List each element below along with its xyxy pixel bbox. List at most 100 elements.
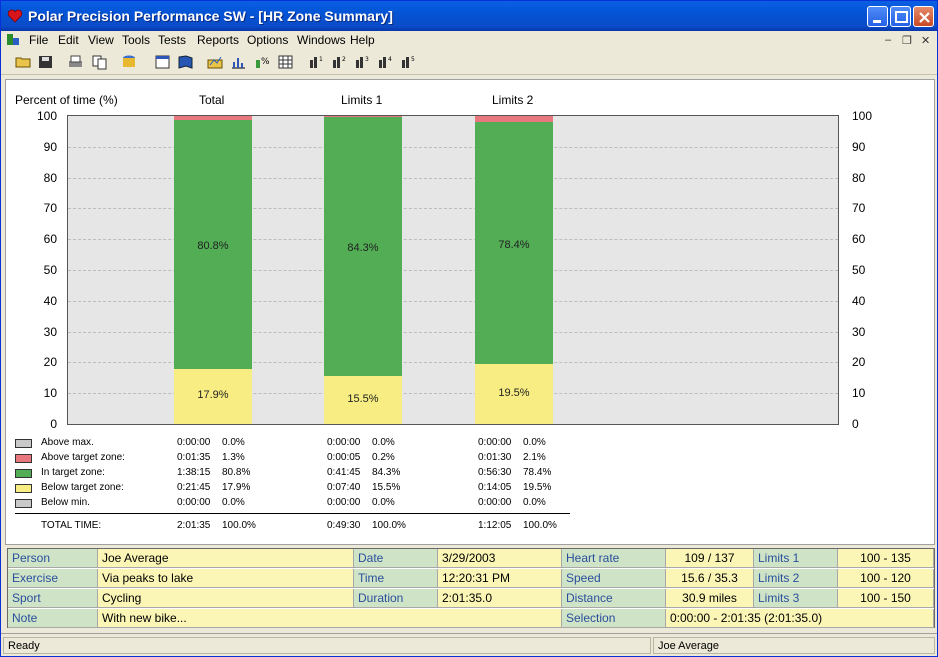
zone-time: 0:00:00 xyxy=(327,497,361,508)
note-label: Note xyxy=(8,609,98,628)
heart-rate-label: Heart rate xyxy=(562,549,666,568)
time-label: Time xyxy=(354,569,438,588)
column-header-total: Total xyxy=(199,93,225,107)
zone-percent: 0.2% xyxy=(372,452,395,463)
minimize-icon xyxy=(873,20,881,23)
gridline xyxy=(68,331,838,333)
exercise-label: Exercise xyxy=(8,569,98,588)
y-tick-label-right: 90 xyxy=(852,139,866,154)
y-tick-label-right: 0 xyxy=(852,417,859,431)
bar-value-label: 17.9% xyxy=(197,389,229,402)
legend-swatch xyxy=(15,484,32,493)
y-tick-label-left: 70 xyxy=(43,201,57,216)
zone-time: 0:01:30 xyxy=(478,452,512,463)
total-time-label: TOTAL TIME: xyxy=(41,520,102,531)
limits2-label: Limits 2 xyxy=(754,569,838,588)
y-tick-label-right: 40 xyxy=(852,293,866,308)
chart-2-icon[interactable]: 2 xyxy=(331,54,348,70)
selection-label: Selection xyxy=(562,609,666,628)
mdi-restore-icon[interactable]: ❐ xyxy=(902,35,912,47)
y-tick-label-left: 50 xyxy=(43,263,57,277)
legend-swatch xyxy=(15,469,32,478)
svg-text:1: 1 xyxy=(319,56,323,63)
y-tick-label-left: 80 xyxy=(43,170,57,185)
distance-value: 30.9 miles xyxy=(666,589,754,608)
zone-percent: 0.0% xyxy=(523,437,546,448)
zone-percent: 0.0% xyxy=(372,497,395,508)
legend-swatch xyxy=(15,439,32,448)
duration-label: Duration xyxy=(354,589,438,608)
zone-percent: 80.8% xyxy=(222,467,251,478)
limits3-label: Limits 3 xyxy=(754,589,838,608)
gridline xyxy=(68,177,838,179)
chart-4-icon[interactable]: 4 xyxy=(377,54,394,70)
y-tick-label-right: 30 xyxy=(852,324,866,339)
svg-text:4: 4 xyxy=(388,56,392,63)
legend-swatch xyxy=(15,499,32,508)
mdi-close-icon[interactable]: ✕ xyxy=(921,35,931,47)
svg-text:5: 5 xyxy=(411,56,415,63)
legend-label: Above target zone: xyxy=(41,452,125,463)
window-title: Polar Precision Performance SW - [HR Zon… xyxy=(28,8,393,24)
legend-swatch xyxy=(15,454,32,463)
menu-tests[interactable]: Tests xyxy=(158,33,187,47)
menu-view[interactable]: View xyxy=(88,33,114,47)
zone-time: 0:41:45 xyxy=(327,467,361,478)
bar-chart-icon[interactable] xyxy=(230,54,247,70)
menu-windows[interactable]: Windows xyxy=(297,33,346,47)
close-icon xyxy=(919,12,930,23)
mdi-minimize-icon[interactable]: – xyxy=(885,34,892,46)
zone-percent: 1.3% xyxy=(222,452,245,463)
menu-tools[interactable]: Tools xyxy=(122,33,151,47)
y-tick-label-right: 100 xyxy=(852,109,873,123)
gridline xyxy=(68,270,838,271)
zone-time: 0:00:00 xyxy=(177,497,211,508)
zone-percent: 0.0% xyxy=(523,497,546,508)
zone-time: 0:00:00 xyxy=(177,437,211,448)
duration-value: 2:01:35.0 xyxy=(438,589,562,608)
y-tick-label-right: 60 xyxy=(852,232,866,247)
table-icon[interactable] xyxy=(277,54,294,70)
menu-reports[interactable]: Reports xyxy=(197,33,240,47)
y-tick-label-left: 10 xyxy=(43,386,57,401)
status-bar: Ready Joe Average xyxy=(1,633,937,656)
column-header-limits1: Limits 1 xyxy=(341,93,383,107)
folder-chart-icon[interactable] xyxy=(207,54,224,70)
calendar-icon[interactable] xyxy=(154,54,171,70)
minimize-button[interactable] xyxy=(867,6,888,27)
plot-area: 17.9% 80.8% 15.5% 84.3% 19.5% 78.4% xyxy=(67,115,839,425)
save-icon[interactable] xyxy=(37,54,54,70)
exercise-value: Via peaks to lake xyxy=(98,569,354,588)
database-icon[interactable] xyxy=(121,54,138,70)
print-icon[interactable] xyxy=(67,54,84,70)
y-tick-label-right: 20 xyxy=(852,355,866,370)
chart-3-icon[interactable]: 3 xyxy=(354,54,371,70)
title-bar[interactable]: Polar Precision Performance SW - [HR Zon… xyxy=(1,1,937,31)
zone-percent: 0.0% xyxy=(222,497,245,508)
copy-icon[interactable] xyxy=(91,54,108,70)
y-tick-label-left: 30 xyxy=(43,324,57,339)
maximize-icon xyxy=(895,11,908,23)
person-value: Joe Average xyxy=(98,549,354,568)
zone-time: 0:00:05 xyxy=(327,452,361,463)
time-value: 12:20:31 PM xyxy=(438,569,562,588)
total-time: 1:12:05 xyxy=(478,520,512,531)
close-button[interactable] xyxy=(913,6,934,27)
open-folder-icon[interactable] xyxy=(15,54,32,70)
maximize-button[interactable] xyxy=(890,6,911,27)
book-icon[interactable] xyxy=(177,54,194,70)
bar-value-label: 15.5% xyxy=(347,393,379,406)
percent-chart-icon[interactable]: % xyxy=(253,54,270,70)
menu-edit[interactable]: Edit xyxy=(58,33,79,47)
menu-help[interactable]: Help xyxy=(350,33,375,47)
zone-time: 0:01:35 xyxy=(177,452,211,463)
limits2-value: 100 - 120 xyxy=(838,569,934,588)
chart-5-icon[interactable]: 5 xyxy=(400,54,417,70)
menu-options[interactable]: Options xyxy=(247,33,289,47)
chart-1-icon[interactable]: 1 xyxy=(308,54,325,70)
bar-segment: 17.9% xyxy=(174,368,252,424)
column-header-limits2: Limits 2 xyxy=(492,93,534,107)
menu-file[interactable]: File xyxy=(29,33,49,47)
zone-percent: 17.9% xyxy=(222,482,251,493)
